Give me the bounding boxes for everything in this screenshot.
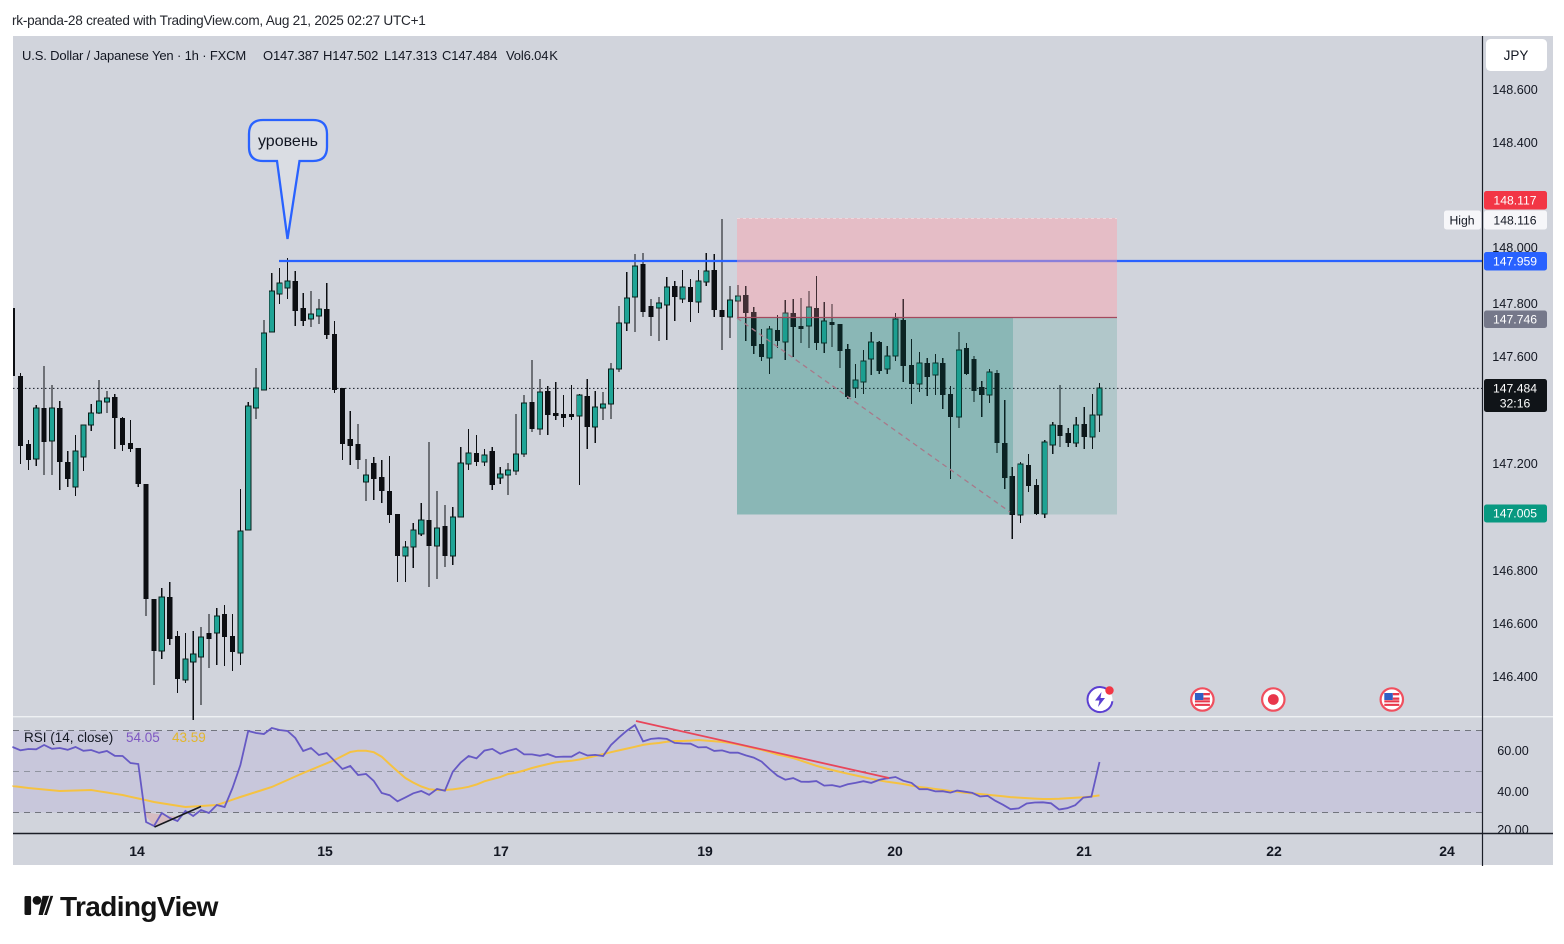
- svg-text:High: High: [1449, 214, 1474, 228]
- svg-text:Vol6.04 K: Vol6.04 K: [506, 48, 558, 63]
- svg-text:RSI (14, close): RSI (14, close): [24, 730, 113, 745]
- svg-text:147.005: 147.005: [1493, 507, 1537, 521]
- svg-text:60.00: 60.00: [1497, 744, 1529, 758]
- svg-text:уровень: уровень: [258, 133, 318, 150]
- svg-text:TradingView: TradingView: [60, 891, 219, 922]
- svg-text:JPY: JPY: [1504, 48, 1529, 63]
- svg-text:rk-panda-28 created with Tradi: rk-panda-28 created with TradingView.com…: [12, 13, 426, 28]
- svg-text:L147.313: L147.313: [384, 48, 437, 63]
- svg-text:147.800: 147.800: [1492, 297, 1538, 311]
- svg-text:O147.387: O147.387: [263, 48, 319, 63]
- svg-text:148.000: 148.000: [1492, 241, 1538, 255]
- svg-text:24: 24: [1439, 843, 1455, 859]
- svg-text:148.400: 148.400: [1492, 136, 1538, 150]
- svg-text:21: 21: [1076, 843, 1092, 859]
- svg-text:147.200: 147.200: [1492, 457, 1538, 471]
- svg-text:H147.502: H147.502: [323, 48, 378, 63]
- svg-text:148.117: 148.117: [1493, 194, 1536, 208]
- svg-text:19: 19: [697, 843, 713, 859]
- svg-text:17: 17: [493, 843, 509, 859]
- svg-text:20: 20: [887, 843, 903, 859]
- svg-text:43.59: 43.59: [172, 730, 206, 745]
- svg-text:147.484: 147.484: [1493, 382, 1537, 396]
- svg-text:32:16: 32:16: [1500, 397, 1531, 411]
- svg-text:146.400: 146.400: [1492, 670, 1538, 684]
- svg-text:U.S. Dollar / Japanese Yen · 1: U.S. Dollar / Japanese Yen · 1h · FXCM: [22, 48, 246, 63]
- svg-text:146.800: 146.800: [1492, 564, 1538, 578]
- svg-text:147.959: 147.959: [1493, 255, 1537, 269]
- svg-text:148.116: 148.116: [1493, 214, 1536, 228]
- svg-text:40.00: 40.00: [1497, 785, 1529, 799]
- svg-text:147.746: 147.746: [1493, 313, 1537, 327]
- svg-text:15: 15: [317, 843, 333, 859]
- svg-text:22: 22: [1266, 843, 1282, 859]
- svg-text:20.00: 20.00: [1497, 823, 1529, 837]
- svg-text:54.05: 54.05: [126, 730, 160, 745]
- svg-text:14: 14: [129, 843, 145, 859]
- svg-text:148.600: 148.600: [1492, 83, 1538, 97]
- svg-text:146.600: 146.600: [1492, 617, 1538, 631]
- svg-text:147.600: 147.600: [1492, 350, 1538, 364]
- svg-text:C147.484: C147.484: [442, 48, 497, 63]
